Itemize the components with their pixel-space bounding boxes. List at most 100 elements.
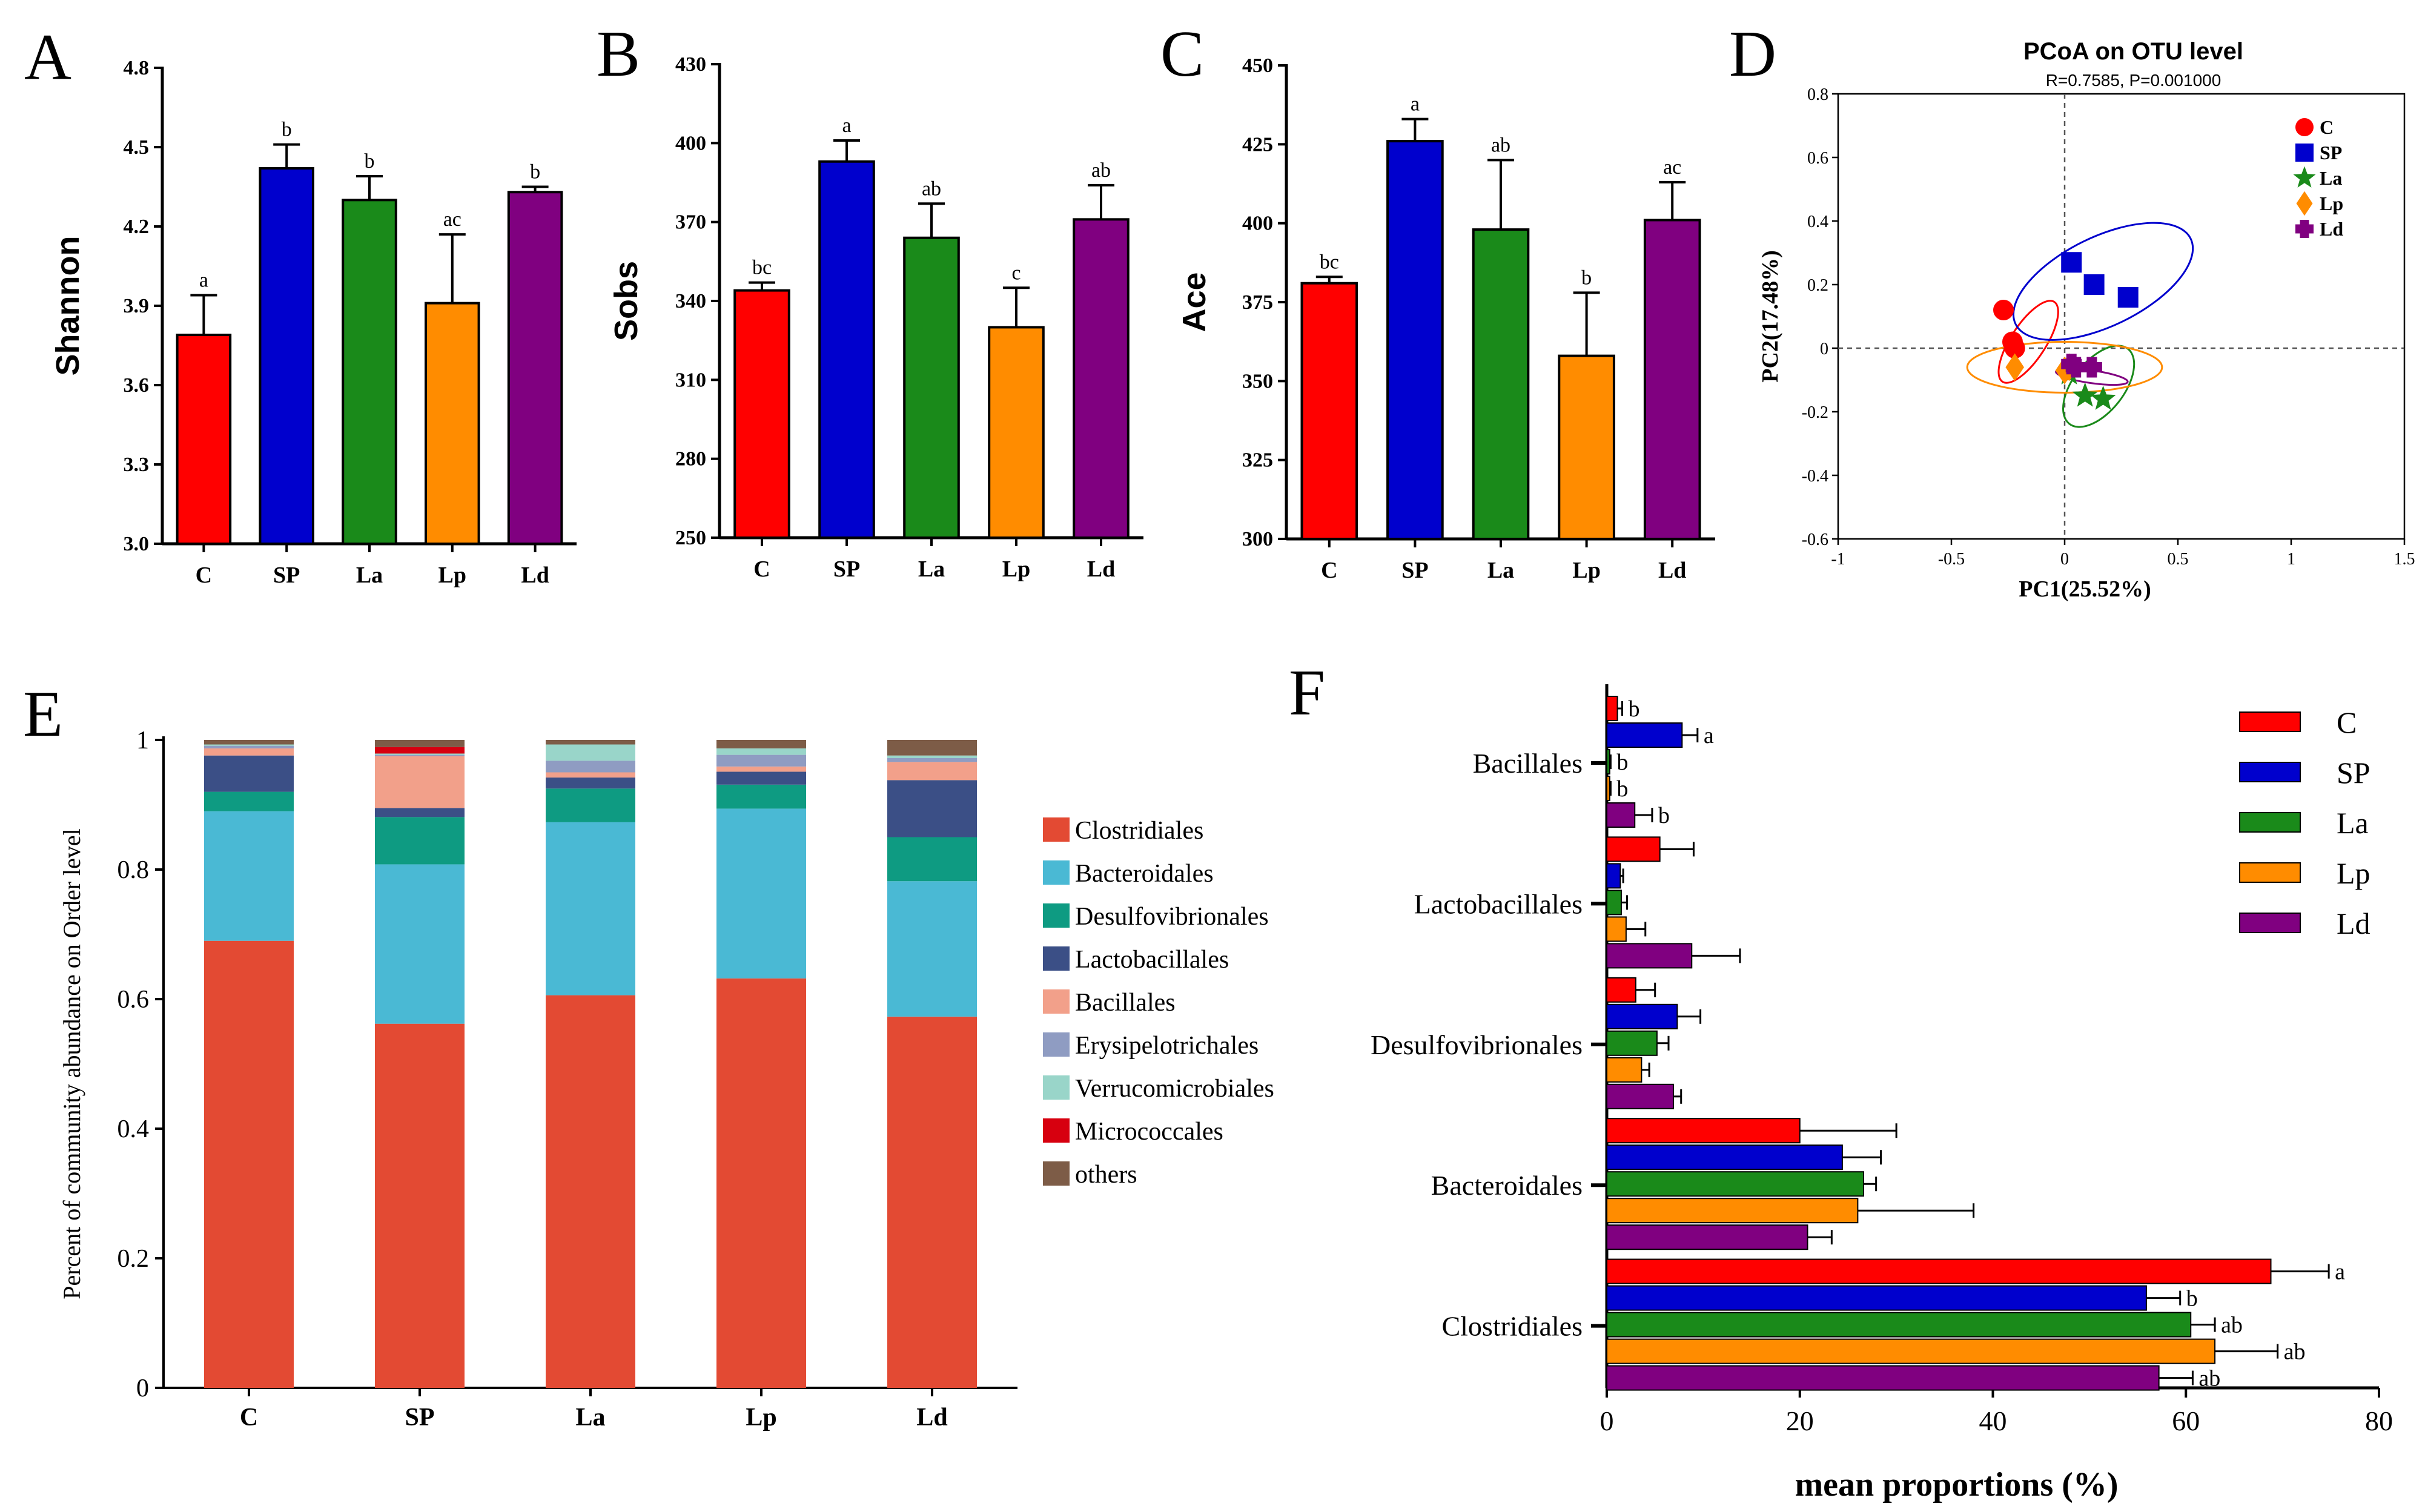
y-tick-label: 0.4: [1807, 213, 1828, 231]
y-tick-label: -0.2: [1802, 403, 1828, 422]
y-tick-label: 425: [1242, 133, 1273, 156]
bar-Bacillales-C: [1606, 696, 1618, 721]
y-tick-label: 0.6: [1807, 149, 1828, 168]
x-axis-title: PC1(25.52%): [2019, 576, 2151, 602]
point-Lp: [2005, 353, 2025, 381]
legend-label-others: others: [1075, 1161, 1137, 1189]
x-tick-label-La: La: [1487, 558, 1514, 583]
legend-swatch-Lactobacillales: [1043, 946, 1070, 971]
stack-segment-others: [204, 740, 294, 745]
y-tick-label-Bacillales: Bacillales: [1473, 748, 1583, 779]
y-tick-label: 0.8: [1807, 85, 1828, 104]
legend-label-Lp: Lp: [2337, 856, 2370, 890]
confidence-ellipse-Lp: [1966, 341, 2163, 394]
x-tick-label-La: La: [356, 563, 383, 588]
x-tick-label-La: La: [918, 556, 945, 582]
significance-letter-Clostridiales-Lp: ab: [2284, 1339, 2306, 1365]
y-tick-label-Desulfovibrionales: Desulfovibrionales: [1371, 1029, 1583, 1060]
legend-label-Desulfovibrionales: Desulfovibrionales: [1075, 903, 1269, 931]
x-tick-label: 20: [1786, 1405, 1814, 1436]
point-SP: [2083, 274, 2105, 295]
point-SP: [2061, 252, 2082, 273]
point-Ld: [2065, 357, 2086, 378]
y-tick-label: 3.3: [124, 454, 150, 476]
y-axis-title: Shannon: [50, 236, 86, 376]
panel-label: A: [24, 21, 71, 93]
stack-segment-Erysipelotrichales: [546, 761, 635, 773]
x-tick-label: 80: [2365, 1405, 2393, 1436]
bar-Bacillales-Ld: [1606, 802, 1636, 828]
y-tick-label: 400: [675, 132, 706, 154]
x-tick-label-C: C: [753, 556, 770, 582]
legend-swatch-C: [2239, 711, 2301, 732]
significance-letter-Bacillales-Ld: b: [1658, 803, 1670, 828]
legend-swatch-La: [2239, 812, 2301, 833]
y-tick-label: 3.0: [124, 533, 150, 555]
bar-Desulfovibrionales-La: [1606, 1030, 1658, 1056]
significance-letter-Lp: ac: [443, 208, 462, 231]
stack-segment-Verrucomicrobiales: [716, 748, 806, 755]
legend-label-Bacteroidales: Bacteroidales: [1075, 860, 1214, 888]
x-tick-label-Lp: Lp: [746, 1404, 776, 1431]
y-tick-label: -0.6: [1802, 530, 1828, 549]
bar-Desulfovibrionales-Ld: [1606, 1083, 1674, 1109]
significance-letter-Lp: b: [1581, 266, 1592, 289]
bar-Clostridiales-C: [1606, 1258, 2272, 1284]
x-tick-label: 0.5: [2168, 550, 2189, 569]
x-tick-label: -1: [1831, 550, 1845, 569]
stack-segment-Lactobacillales: [375, 808, 465, 817]
significance-letter-C: a: [199, 269, 208, 292]
y-tick-label: 370: [675, 211, 706, 234]
x-tick-label-Ld: Ld: [521, 563, 549, 588]
legend-label-Erysipelotrichales: Erysipelotrichales: [1075, 1032, 1259, 1060]
y-tick-label: 350: [1242, 370, 1273, 392]
bar-Bacillales-La: [1606, 749, 1610, 774]
bar-Clostridiales-Ld: [1606, 1365, 2160, 1391]
panel-label: C: [1160, 18, 1204, 90]
legend-marker-Ld: [2295, 220, 2314, 238]
y-axis-title: Sobs: [608, 261, 644, 341]
stack-segment-Bacillales: [375, 756, 465, 808]
significance-letter-Bacillales-La: b: [1616, 750, 1628, 775]
stack-segment-Erysipelotrichales: [887, 758, 977, 762]
x-tick-label-SP: SP: [1401, 558, 1428, 583]
y-tick-label: 400: [1242, 213, 1273, 235]
stack-segment-Verrucomicrobiales: [546, 744, 635, 761]
bar-C: [1300, 282, 1358, 540]
bar-Bacteroidales-C: [1606, 1118, 1801, 1144]
stack-segment-Clostridiales: [716, 978, 806, 1388]
bar-SP: [818, 160, 875, 539]
stack-segment-Clostridiales: [204, 940, 294, 1388]
x-tick-label: 1: [2287, 550, 2295, 569]
legend-marker-La: [2293, 166, 2316, 188]
bar-Lactobacillales-Lp: [1606, 916, 1627, 942]
bar-Bacillales-Lp: [1606, 776, 1610, 801]
significance-letter-Bacillales-C: b: [1629, 696, 1640, 722]
legend-swatch-Clostridiales: [1043, 817, 1070, 842]
x-tick-label-Ld: Ld: [1658, 558, 1686, 583]
panel-d-pcoa: D PCoA on OTU level R=0.7585, P=0.001000 -1…: [1729, 18, 2415, 602]
stack-segment-Clostridiales: [887, 1016, 977, 1388]
panel-f-mean-proportions: F 0 20 40 60 80 mean proportions (%) Bacillales…: [1289, 657, 2393, 1504]
x-tick-label-C: C: [240, 1404, 258, 1431]
stack-segment-Bacillales: [546, 772, 635, 778]
stack-segment-Bacteroidales: [204, 811, 294, 941]
x-tick-label-La: La: [575, 1404, 605, 1431]
stack-segment-Clostridiales: [375, 1023, 465, 1388]
bar-Ld: [1643, 219, 1701, 541]
stack-segment-Erysipelotrichales: [375, 754, 465, 756]
legend-swatch-Ld: [2239, 913, 2301, 933]
y-tick-label: 325: [1242, 449, 1273, 472]
bar-Bacteroidales-SP: [1606, 1144, 1843, 1170]
x-tick-label: -0.5: [1938, 550, 1965, 569]
x-tick-label-C: C: [196, 563, 212, 588]
panel-e-community-abundance: E 0 0.2 0.4 0.6 0.8 1 Percent of community abun…: [23, 678, 1274, 1431]
significance-letter-SP: a: [842, 114, 851, 137]
panel-label: D: [1729, 18, 1776, 90]
y-tick-label: 3.9: [124, 295, 150, 317]
stack-segment-Desulfovibrionales: [887, 837, 977, 882]
chart-title: PCoA on OTU level: [2023, 38, 2243, 65]
bar-La: [1472, 228, 1530, 540]
y-tick-label: 375: [1242, 291, 1273, 314]
